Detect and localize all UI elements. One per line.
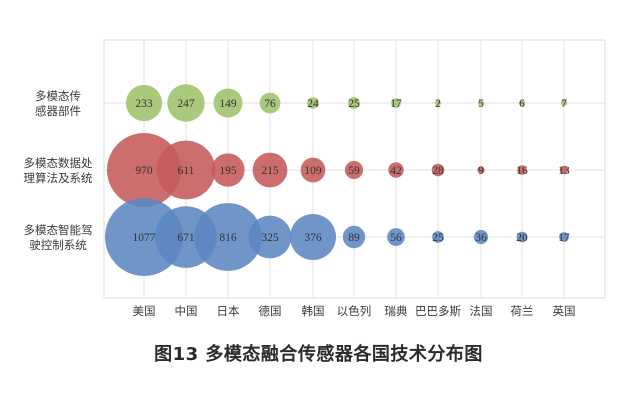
bubble: [156, 140, 216, 200]
axis-labels: 美国 中国 日本 德国 韩国 以色列 瑞典 巴巴多斯 法国 荷兰 英国多模态传感器部件多模态数据处理…: [24, 89, 576, 318]
bubble: [516, 231, 528, 243]
bubble: [560, 99, 568, 107]
y-tick-label: 多模态智能驾驶控制系统: [24, 223, 93, 252]
bubble: [559, 232, 569, 242]
bubble: [435, 100, 441, 106]
data-label: 970: [135, 165, 153, 177]
data-label: 233: [135, 98, 153, 110]
x-tick-label: 韩国: [302, 304, 325, 318]
bubble: [387, 228, 405, 246]
bubble: [519, 100, 525, 106]
y-tick-label-line: 感器部件: [35, 104, 81, 118]
data-label: 7: [561, 98, 567, 110]
bubble: [517, 165, 527, 175]
x-tick-label: 巴巴多斯: [415, 304, 461, 318]
data-label: 25: [348, 98, 360, 110]
data-label: 24: [307, 98, 319, 110]
bubble: [252, 152, 288, 188]
data-label: 42: [390, 165, 402, 177]
data-label: 816: [219, 232, 237, 244]
bubble: [300, 157, 326, 183]
data-label: 28: [432, 165, 444, 177]
bubble: [348, 97, 360, 109]
y-tick-label-line: 理算法及系统: [24, 171, 93, 185]
y-tick-label-line: 多模态传: [35, 89, 81, 103]
bubble: [342, 225, 366, 249]
bubble: [259, 92, 281, 114]
bubble: [211, 153, 245, 187]
bubble: [107, 133, 181, 207]
bubble: [344, 160, 364, 180]
x-tick-label: 日本: [217, 304, 240, 318]
bubble: [167, 84, 205, 122]
bubble: [431, 163, 445, 177]
y-tick-label-line: 驶控制系统: [29, 238, 87, 252]
data-label: 195: [219, 165, 237, 177]
data-label: 76: [264, 98, 276, 110]
x-tick-label: 法国: [470, 304, 493, 318]
data-label: 1077: [133, 232, 156, 244]
data-label: 59: [348, 165, 360, 177]
x-tick-label: 德国: [259, 304, 282, 318]
data-label: 16: [516, 165, 528, 177]
bubble: [473, 229, 489, 245]
data-label: 2: [435, 98, 441, 110]
data-label: 17: [558, 232, 570, 244]
data-label: 611: [178, 165, 195, 177]
y-tick-label-line: 多模态智能驾: [24, 223, 93, 237]
data-label: 149: [219, 98, 237, 110]
bubble: [125, 84, 163, 122]
bubble: [388, 162, 404, 178]
bubble: [432, 231, 444, 243]
data-label: 56: [390, 232, 402, 244]
bubble: [478, 100, 484, 106]
data-label: 215: [261, 165, 279, 177]
data-label: 36: [475, 232, 487, 244]
x-tick-label: 中国: [175, 304, 198, 318]
data-label: 20: [516, 232, 528, 244]
data-label: 17: [390, 98, 402, 110]
data-label: 376: [304, 232, 322, 244]
x-tick-label: 美国: [133, 304, 156, 318]
data-label: 247: [177, 98, 195, 110]
figure-caption: 图13 多模态融合传感器各国技术分布图: [154, 344, 483, 365]
y-tick-label-line: 多模态数据处: [24, 156, 93, 170]
bubble: [477, 166, 485, 174]
y-tick-label: 多模态传感器部件: [35, 89, 81, 118]
data-label: 89: [348, 232, 360, 244]
bubble: [290, 214, 336, 260]
x-tick-label: 英国: [553, 304, 576, 318]
data-label: 25: [432, 232, 444, 244]
x-tick-label: 瑞典: [385, 304, 408, 318]
bubble: [194, 203, 262, 271]
y-tick-label: 多模态数据处理算法及系统: [24, 156, 93, 185]
data-label: 13: [558, 165, 570, 177]
bubble: [391, 98, 401, 108]
bubble: [307, 97, 319, 109]
x-tick-label: 以色列: [337, 304, 372, 318]
bubble: [248, 215, 292, 259]
data-label: 6: [519, 98, 525, 110]
data-label: 5: [478, 98, 484, 110]
data-label: 671: [177, 232, 195, 244]
data-label: 9: [478, 165, 484, 177]
data-label: 109: [304, 165, 322, 177]
bubble: [213, 88, 243, 118]
bubbles: [105, 84, 569, 276]
bubble: [559, 165, 569, 175]
data-label: 325: [261, 232, 279, 244]
x-tick-label: 荷兰: [511, 304, 534, 318]
